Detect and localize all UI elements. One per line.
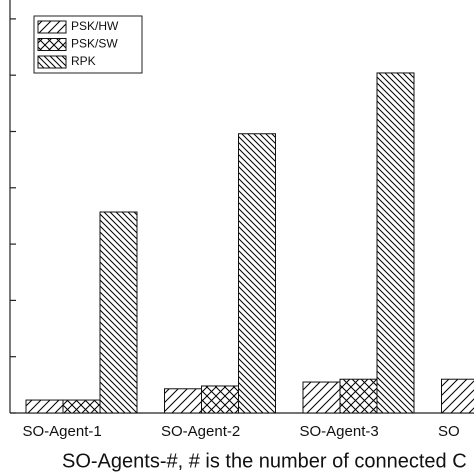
bar — [441, 378, 474, 414]
legend-swatch — [37, 55, 67, 69]
x-tick-label: SO — [438, 423, 460, 440]
bar — [339, 378, 378, 414]
bar — [201, 385, 239, 414]
legend-label: PSK/HW — [71, 19, 119, 33]
x-tick-label: SO-Agent-2 — [161, 423, 240, 440]
bar — [302, 381, 341, 414]
x-axis-label: SO-Agents-#, # is the number of connecte… — [62, 450, 467, 472]
bar — [238, 133, 276, 414]
bar — [62, 399, 101, 414]
x-tick-label: SO-Agent-1 — [23, 423, 102, 440]
bar — [164, 388, 202, 414]
bar — [99, 211, 138, 414]
plot-area: SO-Agent-1 SO-Agent-2 SO-Agent-3 SO — [23, 72, 474, 440]
bar — [376, 72, 415, 414]
legend-label: PSK/SW — [71, 37, 118, 51]
legend-swatch — [37, 20, 67, 34]
bar — [25, 399, 64, 414]
legend-label: RPK — [71, 54, 96, 68]
x-tick-label: SO-Agent-3 — [300, 423, 379, 440]
legend-swatch — [37, 38, 67, 51]
